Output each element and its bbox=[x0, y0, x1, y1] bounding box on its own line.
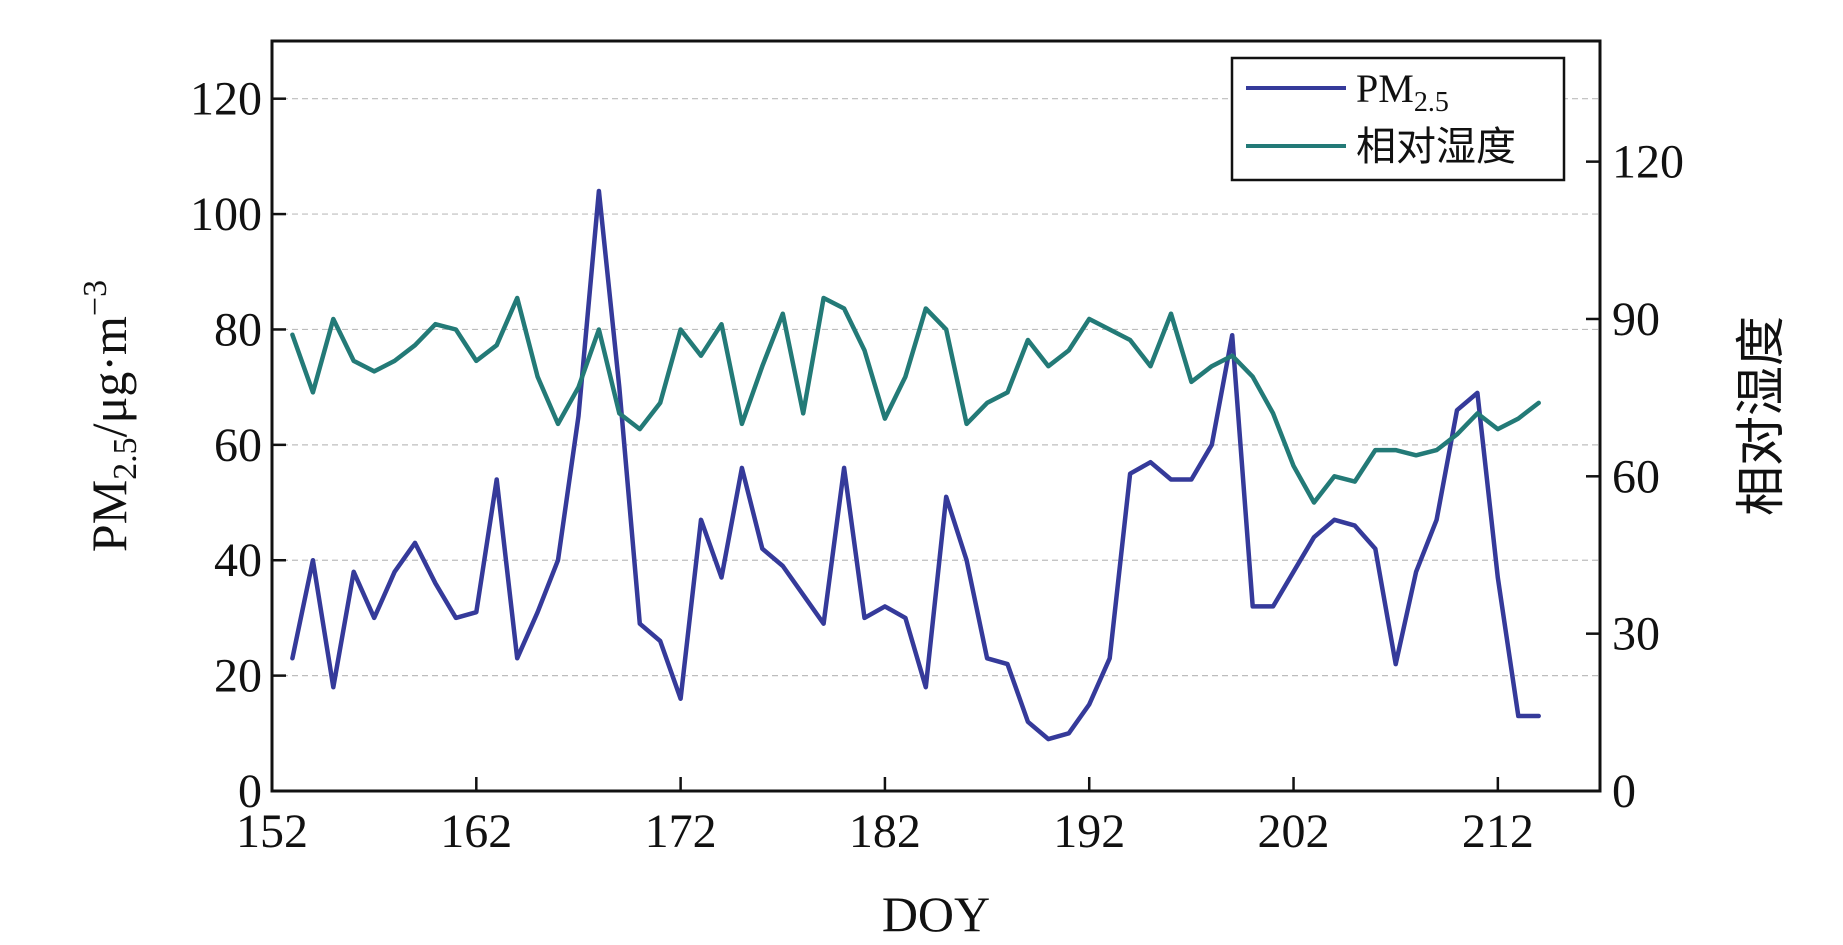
legend-label-humidity: 相对湿度 bbox=[1356, 124, 1516, 169]
left-tick-label-3: 60 bbox=[214, 419, 262, 472]
legend-label-pm25: PM2.5 bbox=[1356, 66, 1449, 118]
left-tick-label-5: 100 bbox=[190, 188, 262, 241]
legend-box bbox=[1230, 56, 1566, 182]
axis-ticks: 0 20 40 60 80 100 120 0 30 60 90 120 152 162 172 182 192… bbox=[190, 73, 1684, 858]
plot-frame bbox=[270, 39, 1602, 793]
right-tick-label-3: 90 bbox=[1612, 293, 1660, 346]
left-axis-title: PM2.5/μg·m−3 bbox=[77, 280, 144, 552]
series-line-pm25 bbox=[290, 188, 1541, 742]
x-tick-label-2: 172 bbox=[645, 805, 717, 858]
x-tick-label-3: 182 bbox=[849, 805, 921, 858]
x-tick-label-4: 192 bbox=[1053, 805, 1125, 858]
x-tick-label-5: 202 bbox=[1258, 805, 1330, 858]
grid-lines bbox=[272, 98, 1600, 677]
left-tick-label-2: 40 bbox=[214, 534, 262, 587]
left-tick-label-0: 0 bbox=[238, 765, 262, 818]
x-tick-label-0: 152 bbox=[236, 805, 308, 858]
left-tick-label-6: 120 bbox=[190, 73, 262, 126]
left-tick-label-4: 80 bbox=[214, 303, 262, 356]
right-tick-label-0: 0 bbox=[1612, 765, 1636, 818]
x-tick-label-1: 162 bbox=[440, 805, 512, 858]
series-lines bbox=[290, 188, 1541, 742]
left-tick-label-1: 20 bbox=[214, 650, 262, 703]
right-tick-label-1: 30 bbox=[1612, 608, 1660, 661]
x-axis-title: DOY bbox=[882, 886, 990, 942]
right-axis-title: 相对湿度 bbox=[1733, 316, 1789, 516]
x-tick-label-6: 212 bbox=[1462, 805, 1534, 858]
right-tick-label-2: 60 bbox=[1612, 450, 1660, 503]
series-line-humidity bbox=[290, 295, 1541, 505]
right-tick-label-4: 120 bbox=[1612, 136, 1684, 189]
legend: PM2.5 相对湿度 bbox=[1230, 56, 1566, 182]
